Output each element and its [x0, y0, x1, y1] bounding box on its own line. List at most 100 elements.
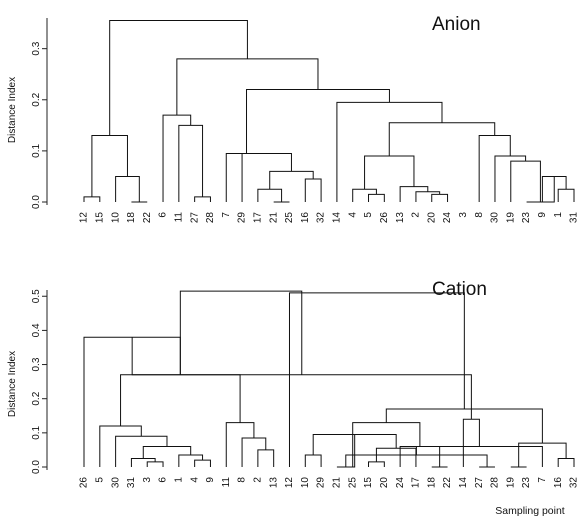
anion-leaf-label: 23	[521, 212, 532, 224]
anion-leaf-label: 4	[347, 212, 358, 218]
cation-leaf-label: 5	[94, 477, 105, 483]
cation-dendrogram-link	[120, 374, 241, 427]
cation-dendrogram-link	[352, 422, 421, 467]
cation-dendrogram-link	[194, 459, 211, 467]
cation-panel-title: Cation	[432, 279, 487, 300]
cation-leaf-label: 30	[110, 477, 121, 489]
anion-dendrogram-link	[368, 193, 385, 202]
cation-dendrogram-link	[399, 446, 441, 467]
anion-leaf-label: 32	[316, 212, 327, 224]
anion-dendrogram-link	[83, 196, 101, 202]
cation-dendrogram-link	[288, 292, 465, 467]
anion-dendrogram-link	[352, 188, 377, 202]
cation-dendrogram-link	[336, 434, 356, 468]
anion-leaf-label: 8	[474, 212, 485, 218]
cation-leaf-label: 15	[363, 477, 374, 489]
cation-dendrogram-link	[304, 454, 322, 467]
cation-y-tick-label: 0.1	[31, 425, 42, 439]
cation-dendrogram-link	[115, 435, 168, 467]
cation-dendrogram-link	[225, 422, 255, 467]
anion-leaf-label: 14	[332, 212, 343, 224]
anion-panel-title: Anion	[432, 14, 481, 35]
cation-leaf-label: 23	[521, 477, 532, 489]
cation-leaf-label: 24	[395, 477, 406, 489]
cation-leaf-labels: 26 5 30 31 3 6 1 4 9 11 8 2 13 12 10 29 21 25 15 20 24 17 18 22…	[79, 477, 580, 489]
anion-leaf-label: 27	[189, 212, 200, 224]
cation-leaf-label: 1	[173, 477, 184, 483]
cation-dendrogram-link	[375, 447, 417, 467]
cation-leaf-label: 28	[490, 477, 501, 489]
anion-leaf-label: 16	[300, 212, 311, 224]
anion-dendrogram-link	[246, 89, 390, 154]
cation-dendrogram-link	[257, 449, 275, 467]
anion-dendrogram-link	[388, 122, 496, 156]
anion-dendrogram-link	[257, 188, 283, 202]
cation-panel: Cation Distance Index 0.0 0.1 0.2 0.3 0.4 0.5…	[7, 279, 580, 517]
cation-dendrogram-link	[415, 446, 543, 467]
anion-leaf-label: 30	[490, 212, 501, 224]
cation-leaf-label: 31	[126, 477, 137, 489]
anion-dendrogram-link	[364, 155, 415, 190]
cation-leaf-label: 29	[316, 477, 327, 489]
anion-dendrogram-link	[269, 170, 314, 190]
anion-leaf-label: 9	[537, 212, 548, 218]
anion-leaf-label: 29	[237, 212, 248, 224]
cation-leaf-label: 22	[442, 477, 453, 489]
cation-dendrogram-link	[368, 461, 385, 467]
anion-leaf-label: 26	[379, 212, 390, 224]
anion-leaf-label: 5	[363, 212, 374, 218]
cation-leaf-label: 2	[253, 477, 264, 483]
cation-y-ticks: 0.0 0.1 0.2 0.3 0.4 0.5	[31, 289, 47, 474]
cation-x-axis-title: Sampling point	[495, 505, 565, 517]
anion-y-tick-label: 0.3	[31, 41, 42, 55]
anion-leaf-label: 22	[142, 212, 153, 224]
cation-leaf-label: 6	[158, 477, 169, 483]
anion-leaf-label: 7	[221, 212, 232, 218]
anion-dendrogram-link	[541, 175, 567, 202]
cation-dendrogram-links	[83, 290, 575, 468]
cation-leaf-label: 17	[411, 477, 422, 489]
cation-leaf-label: 12	[284, 477, 295, 489]
anion-panel: Anion Distance Index 0.00.10.20.3 12 15 10…	[7, 14, 580, 223]
cation-leaf-label: 26	[79, 477, 90, 489]
cation-dendrogram-link	[179, 290, 303, 375]
anion-dendrogram-link	[431, 193, 449, 202]
anion-dendrogram-link	[109, 20, 248, 136]
cation-dendrogram-link	[130, 457, 156, 467]
anion-leaf-label: 13	[395, 212, 406, 224]
cation-leaf-label: 32	[569, 477, 580, 489]
anion-dendrogram-link	[510, 160, 541, 202]
anion-leaf-label: 24	[442, 212, 453, 224]
anion-dendrogram-link	[478, 135, 511, 202]
cation-dendrogram-link	[142, 446, 192, 459]
anion-dendrogram-link	[115, 175, 140, 202]
anion-leaf-label: 12	[79, 212, 90, 224]
cation-dendrogram-link	[241, 437, 267, 467]
cation-dendrogram-link	[557, 457, 575, 467]
cation-leaf-label: 16	[553, 477, 564, 489]
anion-leaf-label: 2	[411, 212, 422, 218]
anion-dendrogram-link	[91, 135, 128, 197]
anion-leaf-label: 10	[110, 212, 121, 224]
anion-dendrogram-link	[178, 124, 204, 202]
anion-y-ticks: 0.0 0.1 0.2 0.3	[31, 41, 47, 209]
anion-leaf-label: 25	[284, 212, 295, 224]
anion-leaf-label: 21	[268, 212, 279, 224]
cation-leaf-label: 19	[505, 477, 516, 489]
anion-leaf-label: 18	[126, 212, 137, 224]
cation-leaf-label: 7	[537, 477, 548, 483]
anion-leaf-label: 11	[173, 212, 184, 223]
cation-dendrogram-link	[462, 418, 480, 467]
cation-leaf-label: 11	[221, 477, 232, 488]
anion-leaf-label: 28	[205, 212, 216, 224]
cation-leaf-label: 8	[237, 477, 248, 483]
anion-leaf-labels: 12 15 10 18 22 6 11 27 28 7 29 17 21 25 16 32 14 4 5 26 13 2 2…	[79, 212, 580, 224]
cation-leaf-label: 9	[205, 477, 216, 483]
anion-dendrogram-link	[415, 191, 441, 202]
anion-leaf-label: 1	[553, 212, 564, 218]
anion-y-tick-label: 0.0	[31, 195, 42, 209]
anion-dendrogram-link	[399, 186, 429, 202]
anion-y-axis-title: Distance Index	[7, 77, 18, 143]
cation-leaf-label: 21	[332, 477, 343, 489]
